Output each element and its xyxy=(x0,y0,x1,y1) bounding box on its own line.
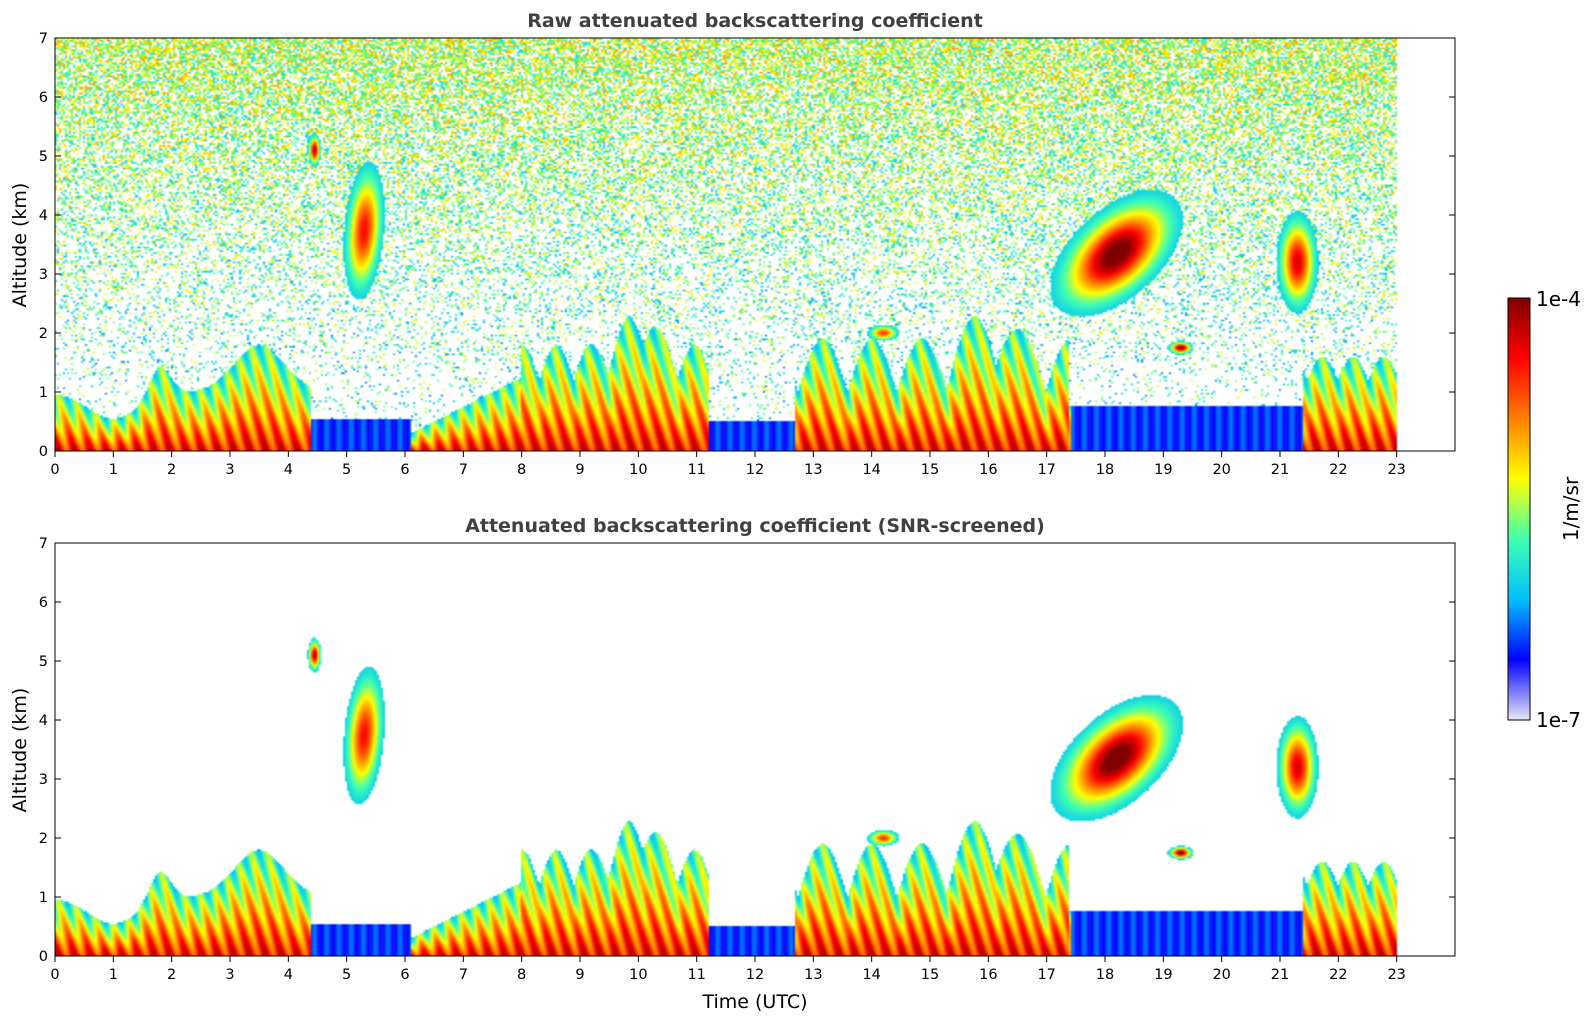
y-tick-label: 3 xyxy=(39,267,48,283)
x-tick-label: 7 xyxy=(459,967,468,983)
x-tick-label: 20 xyxy=(1212,462,1230,478)
y-tick-label: 7 xyxy=(39,31,48,47)
x-tick-label: 14 xyxy=(862,967,880,983)
colorbar-unit-label: 1/m/sr xyxy=(1559,476,1583,541)
x-tick-label: 14 xyxy=(862,462,880,478)
y-tick-label: 4 xyxy=(39,713,48,729)
x-tick-label: 17 xyxy=(1037,462,1055,478)
y-tick-label: 2 xyxy=(39,831,48,847)
x-tick-label: 11 xyxy=(687,462,705,478)
x-tick-label: 22 xyxy=(1329,967,1347,983)
x-tick-label: 10 xyxy=(629,462,647,478)
y-tick-label: 6 xyxy=(39,90,48,106)
x-tick-label: 17 xyxy=(1037,967,1055,983)
x-axis-label: Time (UTC) xyxy=(701,991,807,1013)
y-tick-label: 3 xyxy=(39,772,48,788)
x-tick-label: 3 xyxy=(225,462,234,478)
x-tick-label: 21 xyxy=(1271,967,1289,983)
y-tick-label: 6 xyxy=(39,595,48,611)
x-tick-label: 8 xyxy=(517,462,526,478)
heatmap-image xyxy=(55,38,1455,451)
x-tick-label: 15 xyxy=(921,967,939,983)
panel-title: Attenuated backscattering coefficient (S… xyxy=(465,515,1045,537)
x-tick-label: 19 xyxy=(1154,462,1172,478)
x-tick-label: 1 xyxy=(109,967,118,983)
panel-snr-screened: Attenuated backscattering coefficient (S… xyxy=(9,515,1456,1013)
x-tick-label: 16 xyxy=(979,462,997,478)
x-axis: 0 1 2 3 4 5 6 7 8 9 10 11 12 13 14 15 16 17 18 19 20 21 22 23 xyxy=(50,451,1406,478)
x-tick-label: 1 xyxy=(109,462,118,478)
heatmap-image xyxy=(55,543,1455,956)
x-tick-label: 4 xyxy=(284,462,293,478)
colorbar-max-label: 1e-4 xyxy=(1536,287,1581,311)
x-tick-label: 19 xyxy=(1154,967,1172,983)
y-axis: 0 1 2 3 4 5 6 7 xyxy=(39,31,1455,460)
x-tick-label: 23 xyxy=(1387,967,1405,983)
x-tick-label: 6 xyxy=(400,462,409,478)
x-tick-label: 22 xyxy=(1329,462,1347,478)
y-tick-label: 5 xyxy=(39,149,48,165)
x-tick-label: 5 xyxy=(342,462,351,478)
x-tick-label: 13 xyxy=(804,462,822,478)
x-axis: 0 1 2 3 4 5 6 7 8 9 10 11 12 13 14 15 16 17 18 19 20 21 22 23 xyxy=(50,956,1406,983)
x-tick-label: 9 xyxy=(575,967,584,983)
y-axis: 0 1 2 3 4 5 6 7 xyxy=(39,536,1455,965)
x-tick-label: 13 xyxy=(804,967,822,983)
x-tick-label: 2 xyxy=(167,462,176,478)
x-tick-label: 10 xyxy=(629,967,647,983)
x-tick-label: 12 xyxy=(746,462,764,478)
x-tick-label: 6 xyxy=(400,967,409,983)
x-tick-label: 3 xyxy=(225,967,234,983)
x-tick-label: 16 xyxy=(979,967,997,983)
panel-raw: Raw attenuated backscattering coefficien… xyxy=(9,10,1456,478)
y-axis-label: Altitude (km) xyxy=(9,688,31,813)
x-tick-label: 5 xyxy=(342,967,351,983)
x-tick-label: 8 xyxy=(517,967,526,983)
x-tick-label: 0 xyxy=(50,462,59,478)
x-tick-label: 21 xyxy=(1271,462,1289,478)
colorbar: 1e-4 1e-7 1/m/sr xyxy=(1507,287,1583,732)
colorbar-min-label: 1e-7 xyxy=(1536,708,1581,732)
x-tick-label: 11 xyxy=(687,967,705,983)
x-tick-label: 7 xyxy=(459,462,468,478)
y-tick-label: 0 xyxy=(39,949,48,965)
x-tick-label: 15 xyxy=(921,462,939,478)
x-tick-label: 0 xyxy=(50,967,59,983)
x-tick-label: 12 xyxy=(746,967,764,983)
x-tick-label: 9 xyxy=(575,462,584,478)
y-tick-label: 0 xyxy=(39,444,48,460)
x-tick-label: 23 xyxy=(1387,462,1405,478)
y-tick-label: 2 xyxy=(39,326,48,342)
y-axis-label: Altitude (km) xyxy=(9,183,31,308)
y-tick-label: 4 xyxy=(39,208,48,224)
colorbar-bar xyxy=(1507,297,1531,721)
x-tick-label: 4 xyxy=(284,967,293,983)
x-tick-label: 18 xyxy=(1096,967,1114,983)
y-tick-label: 1 xyxy=(39,385,48,401)
panel-title: Raw attenuated backscattering coefficien… xyxy=(527,10,983,32)
y-tick-label: 5 xyxy=(39,654,48,670)
y-tick-label: 7 xyxy=(39,536,48,552)
x-tick-label: 2 xyxy=(167,967,176,983)
x-tick-label: 20 xyxy=(1212,967,1230,983)
x-tick-label: 18 xyxy=(1096,462,1114,478)
y-tick-label: 1 xyxy=(39,890,48,906)
